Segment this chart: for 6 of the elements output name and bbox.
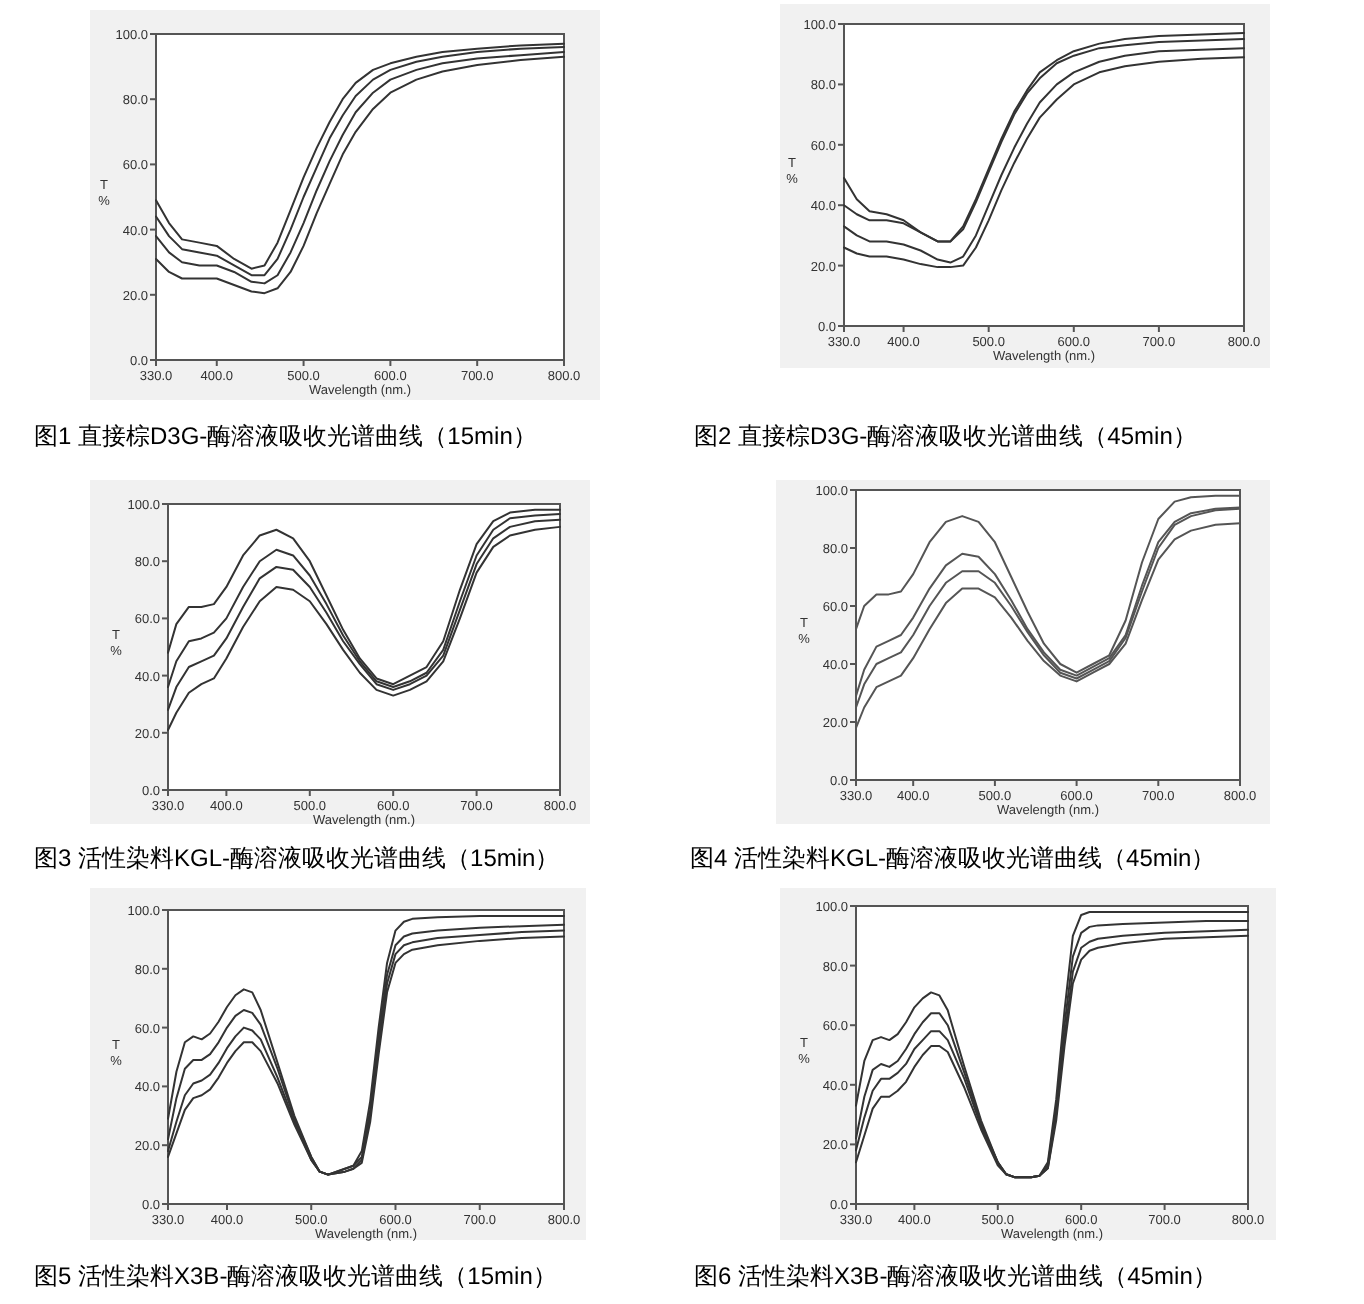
text: 图3 活性染料KGL-酶溶液吸收光谱曲线（15min）	[34, 844, 560, 872]
text: 图1 直接棕D3G-酶溶液吸收光谱曲线（15min）	[34, 422, 537, 450]
text: 图5 活性染料X3B-酶溶液吸收光谱曲线（15min）	[34, 1262, 557, 1290]
text: 图2 直接棕D3G-酶溶液吸收光谱曲线（45min）	[694, 422, 1197, 450]
text: 图6 活性染料X3B-酶溶液吸收光谱曲线（45min）	[694, 1262, 1217, 1290]
text: 图4 活性染料KGL-酶溶液吸收光谱曲线（45min）	[690, 844, 1216, 872]
